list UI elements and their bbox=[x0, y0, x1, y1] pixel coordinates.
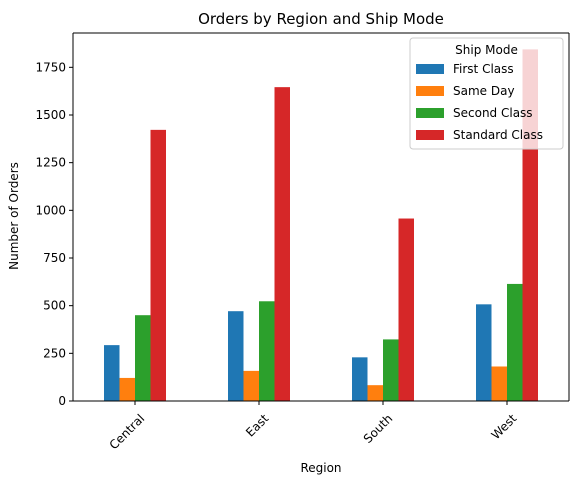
x-tick-label: East bbox=[243, 411, 271, 439]
bar-second-class-west bbox=[507, 283, 523, 401]
bar-second-class-central bbox=[135, 315, 151, 401]
bar-same-day-east bbox=[243, 370, 259, 401]
y-tick-label: 0 bbox=[58, 394, 66, 408]
bar-standard-class-east bbox=[274, 87, 290, 401]
legend-label-second-class: Second Class bbox=[453, 106, 533, 120]
chart-title: Orders by Region and Ship Mode bbox=[198, 10, 444, 28]
y-tick-label: 1500 bbox=[35, 108, 66, 122]
legend-swatch-first-class bbox=[416, 64, 444, 74]
bar-first-class-east bbox=[228, 311, 244, 401]
legend-swatch-same-day bbox=[416, 86, 444, 96]
x-tick-label: South bbox=[361, 411, 396, 446]
y-tick-label: 1000 bbox=[35, 203, 66, 217]
y-tick-label: 1250 bbox=[35, 156, 66, 170]
legend-box bbox=[409, 37, 564, 150]
legend-label-same-day: Same Day bbox=[453, 84, 515, 98]
x-axis: Central East South West bbox=[107, 401, 520, 452]
bar-standard-class-south bbox=[398, 218, 414, 401]
plot-area bbox=[72, 32, 570, 402]
legend-swatch-second-class bbox=[416, 108, 444, 118]
bar-standard-class-central bbox=[150, 129, 166, 401]
bar-second-class-south bbox=[383, 339, 399, 401]
bar-same-day-west bbox=[491, 366, 507, 401]
y-axis-label: Number of Orders bbox=[7, 162, 21, 270]
legend-title: Ship Mode bbox=[455, 43, 518, 57]
y-tick-label: 1750 bbox=[35, 60, 66, 74]
x-tick-label: West bbox=[489, 411, 520, 442]
y-tick-label: 500 bbox=[43, 299, 66, 313]
bar-same-day-south bbox=[367, 385, 383, 401]
bar-second-class-east bbox=[259, 301, 275, 401]
bar-first-class-central bbox=[104, 345, 120, 401]
bar-first-class-south bbox=[352, 357, 368, 401]
legend-label-standard-class: Standard Class bbox=[453, 128, 543, 142]
legend-swatch-standard-class bbox=[416, 130, 444, 140]
y-tick-label: 750 bbox=[43, 251, 66, 265]
bar-first-class-west bbox=[476, 304, 492, 401]
x-tick-label: Central bbox=[107, 411, 148, 452]
y-tick-label: 250 bbox=[43, 346, 66, 360]
legend: Ship Mode First Class Same Day Second Class… bbox=[409, 37, 564, 150]
x-axis-label: Region bbox=[300, 461, 341, 475]
y-axis: 0 250 500 750 1000 1250 1500 1750 bbox=[35, 60, 73, 408]
bar-same-day-central bbox=[119, 377, 135, 401]
legend-label-first-class: First Class bbox=[453, 62, 514, 76]
